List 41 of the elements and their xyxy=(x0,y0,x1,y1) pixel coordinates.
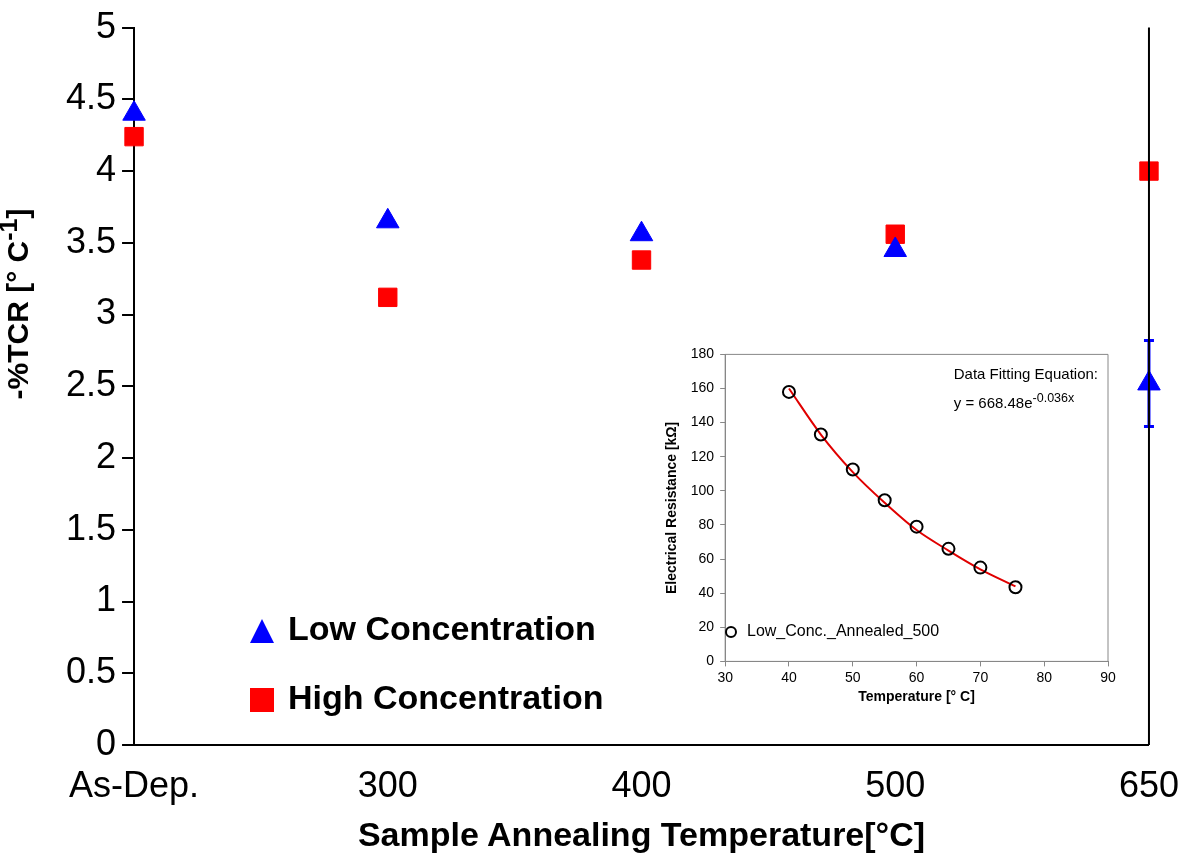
y-tick-label: 0 xyxy=(706,652,715,669)
y-tick-label: 80 xyxy=(698,515,715,532)
y-tick-label: 140 xyxy=(690,413,715,430)
y-tick-label: 180 xyxy=(690,345,715,362)
x-tick-label: 50 xyxy=(844,668,861,685)
legend-label: Low Concentration xyxy=(288,609,596,647)
y-tick-label: 4.5 xyxy=(66,76,117,118)
x-axis-title: Temperature [° C] xyxy=(858,688,975,705)
y-tick-label: 1 xyxy=(96,578,117,620)
y-tick-label: 120 xyxy=(690,447,715,464)
y-tick-label: 160 xyxy=(690,379,715,396)
x-tick-label: 500 xyxy=(865,763,926,805)
y-tick-label: 60 xyxy=(698,549,715,566)
x-tick-label: 70 xyxy=(972,668,989,685)
y-tick-label: 0.5 xyxy=(66,650,117,692)
y-tick-label: 20 xyxy=(698,618,715,635)
y-tick-label: 2.5 xyxy=(66,363,117,405)
x-tick-label: 300 xyxy=(357,763,418,805)
y-tick-label: 2 xyxy=(96,434,117,476)
y-tick-label: 100 xyxy=(690,481,715,498)
x-tick-label: 80 xyxy=(1036,668,1053,685)
annotation: Data Fitting Equation: xyxy=(953,364,1098,384)
legend-label: High Concentration xyxy=(288,678,604,716)
y-tick-label: 3 xyxy=(96,291,117,333)
x-tick-label: 30 xyxy=(717,668,734,685)
y-tick-label: 1.5 xyxy=(66,506,117,548)
x-tick-label: 400 xyxy=(611,763,672,805)
x-tick-label: 40 xyxy=(781,668,797,685)
y-tick-label: 4 xyxy=(96,148,117,189)
legend-label: Low_Conc._Annealed_500 xyxy=(747,622,940,639)
x-axis-title: Sample Annealing Temperature[°C] xyxy=(357,814,926,853)
x-tick-label: As-Dep. xyxy=(69,763,200,805)
y-tick-label: 3.5 xyxy=(66,219,117,261)
y-tick-label: 40 xyxy=(698,584,715,601)
y-axis-title: Electrical Resistance [kΩ] xyxy=(663,421,680,595)
y-tick-label: 5 xyxy=(96,4,117,46)
annotation: y = 668.48e$^{-0.036x}$ xyxy=(953,390,1076,413)
x-tick-label: 650 xyxy=(1118,763,1180,805)
y-tick-label: 0 xyxy=(96,721,117,763)
x-tick-label: 60 xyxy=(908,668,925,685)
x-tick-label: 90 xyxy=(1100,668,1116,685)
